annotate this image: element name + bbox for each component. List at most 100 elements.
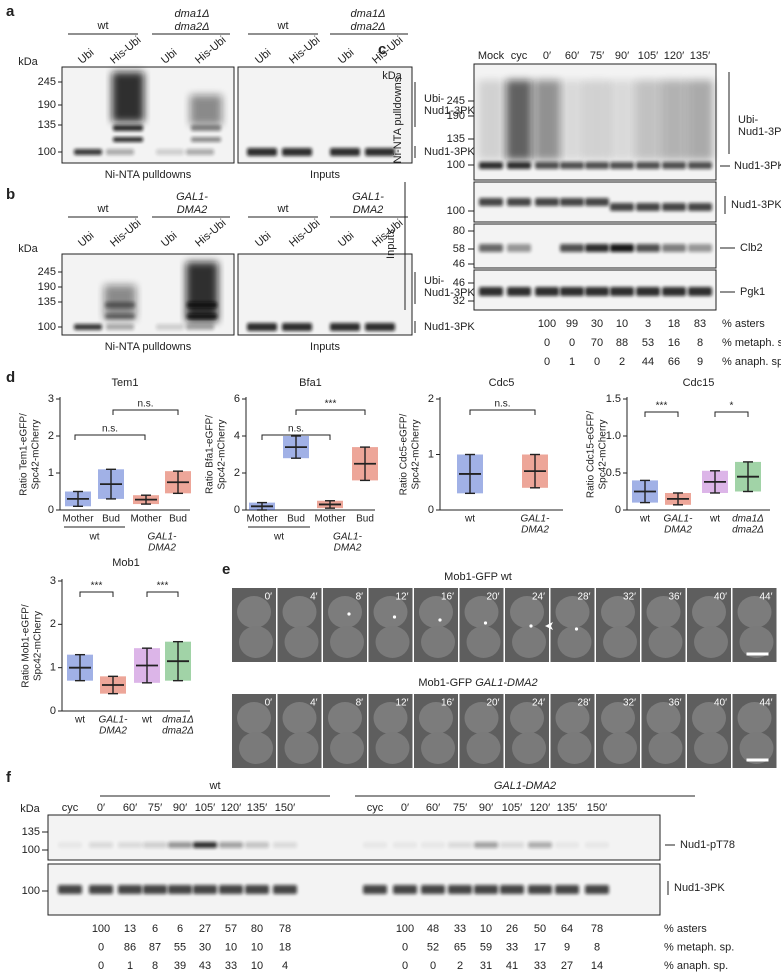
table-cell: 0 <box>544 337 550 349</box>
table-cell: 65 <box>454 941 466 953</box>
blot-band <box>393 885 417 894</box>
row-label: % metaph. sp. <box>664 941 734 953</box>
blot-band <box>585 842 609 848</box>
row-label: % anaph. sp. <box>722 356 781 368</box>
marker: 80 <box>453 225 465 237</box>
blot-band <box>186 324 214 330</box>
lane-label: 60′ <box>565 50 579 62</box>
genotype: DMA2 <box>177 204 208 216</box>
x-tick-label: dma2Δ <box>732 525 764 536</box>
marker: 190 <box>447 110 465 122</box>
table-cell: 10 <box>251 960 263 972</box>
y-tick-label: 2 <box>428 393 434 405</box>
genotype: wt <box>277 20 289 32</box>
lane-label: 135′ <box>557 802 577 814</box>
genotype: dma1Δ <box>175 8 210 20</box>
kda: kDa <box>18 243 38 255</box>
panel-label: c <box>378 41 386 58</box>
table-cell: 33 <box>534 960 546 972</box>
title-part: wt <box>498 571 512 583</box>
blot-band <box>421 885 445 894</box>
lane-label: cyc <box>367 802 384 814</box>
time-label: 32′ <box>623 698 636 709</box>
band-label: Nud1-3PK <box>734 160 781 172</box>
blot-band <box>247 148 277 156</box>
blot-band <box>187 302 217 308</box>
cell <box>737 596 772 628</box>
table-cell: 6 <box>152 923 158 935</box>
blot-band <box>105 314 135 319</box>
lane-label: Mock <box>478 50 505 62</box>
y-tick-label: 3 <box>50 575 56 587</box>
time-label: 16′ <box>441 698 454 709</box>
chart-title: Cdc5 <box>489 377 515 389</box>
blot-band <box>555 842 579 848</box>
row-label: % metaph. sp. <box>722 337 781 349</box>
x-tick-label: DMA2 <box>521 525 549 536</box>
time-label: 8′ <box>356 698 364 709</box>
y-tick-label: 2 <box>48 430 54 442</box>
table-cell: 99 <box>566 318 578 330</box>
panel-label: f <box>6 769 12 786</box>
blot-band <box>500 885 524 894</box>
cell <box>237 596 271 628</box>
significance: *** <box>325 399 337 410</box>
lane-label: Ubi <box>76 230 96 250</box>
panel-label: d <box>6 369 15 386</box>
lane-label: Ubi <box>159 47 179 67</box>
table-cell: 8 <box>594 941 600 953</box>
table-cell: 6 <box>177 923 183 935</box>
blot-band <box>688 203 712 211</box>
kda: kDa <box>18 56 38 68</box>
genotype: dma2Δ <box>175 21 210 33</box>
group-label: DMA2 <box>334 543 362 554</box>
x-tick-label: Bud <box>102 514 120 525</box>
blot-band <box>662 287 686 296</box>
blot-band <box>662 203 686 211</box>
group-label: wt <box>89 532 100 543</box>
blot-band <box>555 885 579 894</box>
blot-band <box>560 198 584 206</box>
table-cell: 78 <box>591 923 603 935</box>
marker: 245 <box>38 76 56 88</box>
axis-label: Ratio Bfa1-eGFP/ <box>205 415 216 494</box>
blot-band <box>610 162 634 169</box>
blot-band <box>478 80 504 160</box>
side-label: Ni-NTA pulldowns <box>392 76 404 163</box>
blot-band <box>636 244 660 252</box>
table-cell: 10 <box>251 941 263 953</box>
x-tick-label: wt <box>464 514 475 525</box>
lane-label: 135′ <box>247 802 267 814</box>
table-cell: 8 <box>152 960 158 972</box>
blot-band <box>688 287 712 296</box>
marker: 135 <box>38 119 56 131</box>
blot-band <box>560 244 584 252</box>
marker: 135 <box>22 826 40 838</box>
row-label: % anaph. sp. <box>664 960 728 972</box>
y-tick-label: 1.0 <box>606 430 621 442</box>
table-cell: 18 <box>668 318 680 330</box>
table-cell: 64 <box>561 923 573 935</box>
lane-label: 75′ <box>453 802 467 814</box>
axis-label: Ratio Mob1-eGFP/ <box>21 604 32 688</box>
band-label: Nud1-3PK <box>424 321 475 333</box>
lane-label: cyc <box>511 50 528 62</box>
table-cell: 10 <box>616 318 628 330</box>
table-cell: 27 <box>561 960 573 972</box>
y-tick-label: 1 <box>50 662 56 674</box>
title-part: Mob1-GFP <box>444 571 498 583</box>
marker: 100 <box>22 885 40 897</box>
blot-band <box>688 162 712 169</box>
blot-band <box>58 842 82 848</box>
time-label: 4′ <box>310 592 318 603</box>
axis-label: Ratio Tem1-eGFP/ <box>19 413 30 496</box>
cell <box>421 732 455 764</box>
lane-label: 120′ <box>530 802 550 814</box>
blot-band <box>363 842 387 848</box>
blot <box>47 814 661 861</box>
blot-band <box>365 148 395 156</box>
cell <box>237 702 271 734</box>
x-tick-label: Mother <box>246 514 278 525</box>
time-label: 20′ <box>487 592 500 603</box>
cell <box>466 626 501 658</box>
